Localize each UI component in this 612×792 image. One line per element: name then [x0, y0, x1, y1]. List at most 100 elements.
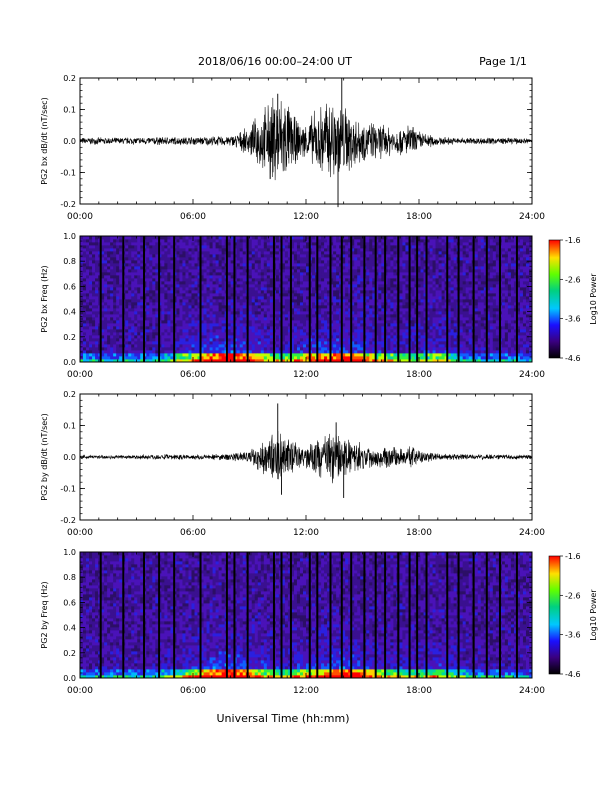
spectrogram-cell: [125, 305, 129, 309]
spectrogram-cell: [248, 239, 253, 243]
spectrogram-cell: [387, 347, 391, 351]
spectrogram-cell: [149, 350, 153, 354]
spectrogram-cell: [306, 356, 310, 360]
spectrogram-cell: [405, 239, 409, 243]
spectrogram-cell: [101, 350, 105, 354]
spectrogram-cell: [104, 284, 108, 288]
spectrogram-cell: [263, 260, 268, 264]
spectrogram-cell: [290, 275, 295, 279]
spectrogram-cell: [200, 299, 204, 303]
spectrogram-cell: [299, 320, 304, 324]
spectrogram-cell: [95, 236, 99, 240]
spectrogram-cell: [296, 248, 301, 252]
spectrogram-cell: [387, 338, 391, 342]
spectrogram-cell: [161, 308, 165, 312]
spectrogram-cell: [324, 335, 328, 339]
spectrogram-cell: [330, 314, 334, 318]
spectrogram-cell: [369, 314, 373, 318]
spectrogram-cell: [215, 320, 220, 324]
spectrogram-cell: [366, 314, 370, 318]
spectrogram-cell: [86, 338, 90, 342]
spectrogram-cell: [134, 281, 138, 285]
spectrogram-cell: [215, 251, 220, 255]
spectrogram-cell: [357, 338, 361, 342]
spectrogram-cell: [86, 239, 90, 243]
spectrogram-cell: [131, 266, 135, 270]
spectrogram-cell: [80, 263, 84, 267]
spectrogram-cell: [372, 299, 376, 303]
spectrogram-cell: [128, 251, 132, 255]
spectrogram-cell: [137, 257, 141, 261]
spectrogram-cell: [113, 356, 117, 360]
spectrogram-cell: [248, 242, 253, 246]
spectrogram-cell: [113, 278, 117, 282]
spectrogram-cell: [405, 308, 409, 312]
spectrogram-cell: [188, 305, 192, 309]
spectrogram-cell: [110, 353, 114, 357]
spectrogram-cell: [402, 332, 406, 336]
spectrogram-cell: [281, 335, 286, 339]
spectrogram-cell: [86, 308, 90, 312]
spectrogram-cell: [306, 278, 310, 282]
spectrogram-cell: [251, 356, 256, 360]
spectrogram-cell: [104, 281, 108, 285]
spectrogram-cell: [170, 335, 174, 339]
spectrogram-cell: [170, 254, 174, 258]
spectrogram-cell: [230, 296, 235, 300]
spectrogram-cell: [306, 266, 310, 270]
spectrogram-cell: [302, 293, 307, 297]
spectrogram-cell: [357, 293, 361, 297]
spectrogram-cell: [119, 338, 123, 342]
spectrogram-cell: [170, 353, 174, 357]
spectrogram-cell: [417, 317, 421, 321]
spectrogram-cell: [351, 245, 355, 249]
spectrogram-cell: [161, 242, 165, 246]
spectrogram-cell: [351, 353, 355, 357]
spectrogram-cell: [176, 359, 180, 363]
spectrogram-cell: [348, 293, 352, 297]
spectrogram-cell: [248, 269, 253, 273]
spectrogram-cell: [275, 284, 280, 288]
spectrogram-cell: [260, 248, 265, 252]
spectrogram-cell: [348, 284, 352, 288]
spectrogram-cell: [281, 308, 286, 312]
spectrogram-cell: [348, 308, 352, 312]
spectrogram-cell: [375, 323, 379, 327]
spectrogram-cell: [381, 320, 385, 324]
spectrogram-cell: [299, 299, 304, 303]
spectrogram-cell: [321, 359, 325, 363]
spectrogram-cell: [257, 317, 262, 321]
spectrogram-cell: [354, 266, 358, 270]
spectrogram-cell: [218, 263, 223, 267]
spectrogram-cell: [254, 350, 259, 354]
spectrogram-cell: [257, 350, 262, 354]
spectrogram-cell: [324, 305, 328, 309]
spectrogram-cell: [417, 251, 421, 255]
spectrogram-cell: [312, 338, 316, 342]
spectrogram-cell: [137, 329, 141, 333]
spectrogram-cell: [281, 302, 286, 306]
spectrogram-cell: [194, 314, 198, 318]
spectrogram-cell: [215, 356, 220, 360]
spectrogram-cell: [260, 269, 265, 273]
spectrogram-cell: [318, 290, 322, 294]
spectrogram-cell: [333, 341, 337, 345]
spectrogram-cell: [188, 350, 192, 354]
spectrogram-cell: [299, 329, 304, 333]
spectrogram-cell: [254, 272, 259, 276]
spectrogram-cell: [372, 275, 376, 279]
spectrogram-cell: [248, 308, 253, 312]
spectrogram-cell: [134, 248, 138, 252]
spectrogram-cell: [269, 260, 274, 264]
spectrogram-cell: [152, 287, 156, 291]
spectrogram-cell: [209, 284, 213, 288]
spectrogram-cell: [140, 305, 144, 309]
spectrogram-cell: [330, 350, 334, 354]
spectrogram-cell: [354, 317, 358, 321]
spectrogram-cell: [378, 347, 382, 351]
spectrogram-cell: [116, 248, 120, 252]
spectrogram-cell: [354, 263, 358, 267]
spectrogram-cell: [140, 254, 144, 258]
spectrogram-cell: [393, 359, 397, 363]
spectrogram-cell: [119, 239, 123, 243]
